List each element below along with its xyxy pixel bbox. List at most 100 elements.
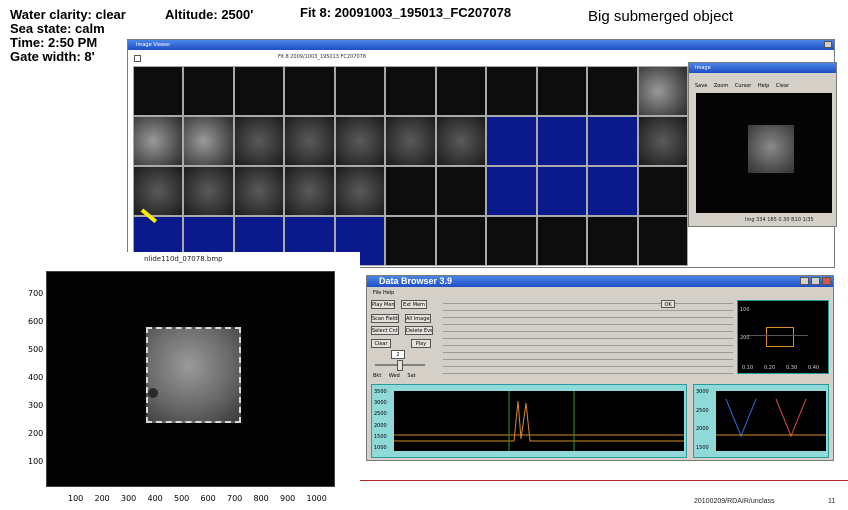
sonar-tile[interactable]: [284, 66, 335, 116]
sonar-tile[interactable]: [435, 116, 487, 166]
sonar-tile[interactable]: [536, 66, 588, 116]
radio-bkt[interactable]: Bkt: [373, 373, 382, 379]
sonar-tile[interactable]: [637, 116, 688, 166]
tile-viewer-checkbox[interactable]: [134, 55, 141, 62]
data-browser-maximize-button[interactable]: [811, 277, 820, 285]
left-image-y-tick: 600: [28, 317, 44, 326]
left-image-x-tick: 500: [174, 494, 190, 503]
sonar-tile[interactable]: [637, 166, 688, 216]
left-image-x-tick: 200: [94, 494, 110, 503]
preview-tool-clear[interactable]: Clear: [775, 83, 789, 89]
sonar-tile[interactable]: [587, 66, 638, 116]
left-image-x-tick: 700: [227, 494, 243, 503]
delete-event-button[interactable]: Delete Event: [405, 326, 433, 335]
tile-viewer-close-button[interactable]: [824, 41, 832, 48]
plot-y-tick: 2500: [374, 411, 387, 418]
left-image-object-spot: [148, 388, 158, 398]
plot-y-tick: 2000: [374, 422, 387, 429]
sonar-tile[interactable]: [183, 66, 234, 116]
sonar-tile[interactable]: [233, 166, 285, 216]
sonar-tile[interactable]: [536, 166, 588, 216]
mini-plot-xtick-2: 0.30: [786, 365, 798, 371]
sonar-tile[interactable]: [385, 166, 436, 216]
sonar-tile[interactable]: [486, 116, 537, 166]
plot-y-tick: 1500: [696, 445, 709, 451]
select-cnt-button[interactable]: Select Cnt2: [371, 326, 399, 335]
mini-plot-line: [748, 335, 808, 336]
sonar-tile[interactable]: [334, 166, 386, 216]
data-browser-minimize-button[interactable]: [800, 277, 809, 285]
left-image-y-tick: 700: [28, 289, 44, 298]
all-images-button[interactable]: All Images: [405, 314, 431, 323]
sonar-tile[interactable]: [587, 116, 638, 166]
tile-viewer-titlebar[interactable]: Image Viewer: [128, 40, 834, 50]
sonar-tile[interactable]: [284, 116, 335, 166]
preview-toolbar: Save Zoom Cursor Help Clear: [695, 83, 835, 89]
preview-window[interactable]: Image Save Zoom Cursor Help Clear Img 33…: [688, 62, 837, 227]
sonar-tile[interactable]: [183, 166, 234, 216]
sonar-tile[interactable]: [133, 116, 184, 166]
status-ok-button[interactable]: OK: [661, 300, 675, 308]
sonar-tile[interactable]: [334, 66, 386, 116]
data-browser-menu[interactable]: File Help: [373, 290, 395, 296]
clear-button[interactable]: Clear: [371, 339, 391, 348]
sonar-tile[interactable]: [233, 66, 285, 116]
sonar-tile[interactable]: [284, 166, 335, 216]
ext-mem-button[interactable]: Ext Mem: [401, 300, 427, 309]
preview-tool-help[interactable]: Help: [757, 83, 770, 89]
sonar-tile[interactable]: [486, 66, 537, 116]
info-water-clarity: Water clarity: clear: [10, 7, 126, 22]
sonar-tile[interactable]: [637, 66, 688, 116]
data-browser-close-button[interactable]: [822, 277, 831, 285]
preview-tool-save[interactable]: Save: [695, 83, 708, 89]
sonar-tile[interactable]: [183, 116, 234, 166]
slider-thumb[interactable]: [397, 360, 403, 371]
sonar-tile[interactable]: [233, 116, 285, 166]
sonar-tile[interactable]: [637, 216, 688, 266]
data-browser-title: Data Browser 3.9: [379, 276, 453, 286]
fit-title: Fit 8: 20091003_195013_FC207078: [300, 5, 512, 20]
left-image-y-tick: 200: [28, 429, 44, 438]
plot-y-tick: 1000: [374, 445, 387, 451]
info-block: Water clarity: clear Sea state: calm Tim…: [10, 8, 126, 64]
sonar-tile[interactable]: [385, 216, 436, 266]
mini-plot-xtick-0: 0.10: [742, 365, 754, 371]
footer-rule: [360, 480, 848, 481]
sonar-tile[interactable]: [536, 116, 588, 166]
scan-fields-button[interactable]: Scan Fields: [371, 314, 399, 323]
radio-sat[interactable]: Sat: [407, 373, 416, 379]
preview-titlebar[interactable]: Image: [689, 63, 836, 73]
sonar-tile[interactable]: [133, 166, 184, 216]
data-browser-titlebar[interactable]: Data Browser 3.9: [367, 276, 833, 287]
spinner-field[interactable]: 2: [391, 350, 405, 359]
altitude-label: Altitude: 2500': [165, 7, 254, 22]
data-browser-window[interactable]: Data Browser 3.9 File Help Play Mem Ext …: [366, 275, 834, 461]
sonar-tile[interactable]: [435, 166, 487, 216]
radio-group: Bkt Wed Sat: [373, 373, 416, 379]
preview-tool-zoom[interactable]: Zoom: [713, 83, 729, 89]
plot-y-tick: 1500: [374, 433, 387, 440]
sonar-tile[interactable]: [385, 116, 436, 166]
footer-date: 20100209/RDAIR/unclass: [694, 498, 775, 505]
left-image-object: [146, 327, 241, 423]
left-image-x-tick: 900: [280, 494, 296, 503]
sonar-tile[interactable]: [587, 166, 638, 216]
sonar-tile[interactable]: [435, 66, 487, 116]
sonar-tile[interactable]: [334, 116, 386, 166]
preview-tool-cursor[interactable]: Cursor: [734, 83, 752, 89]
radio-wed[interactable]: Wed: [388, 373, 400, 379]
mini-plot-box: [766, 327, 794, 347]
play-button[interactable]: Play: [411, 339, 431, 348]
sonar-tile[interactable]: [435, 216, 487, 266]
sonar-tile[interactable]: [486, 216, 537, 266]
sonar-tile[interactable]: [587, 216, 638, 266]
info-sea-state: Sea state: calm: [10, 21, 105, 36]
sonar-tile[interactable]: [133, 66, 184, 116]
tile-grid: [133, 66, 688, 266]
sonar-tile[interactable]: [385, 66, 436, 116]
page-number: 11: [828, 498, 836, 505]
play-mem-button[interactable]: Play Mem: [371, 300, 395, 309]
left-image-y-tick: 400: [28, 373, 44, 382]
sonar-tile[interactable]: [486, 166, 537, 216]
sonar-tile[interactable]: [536, 216, 588, 266]
